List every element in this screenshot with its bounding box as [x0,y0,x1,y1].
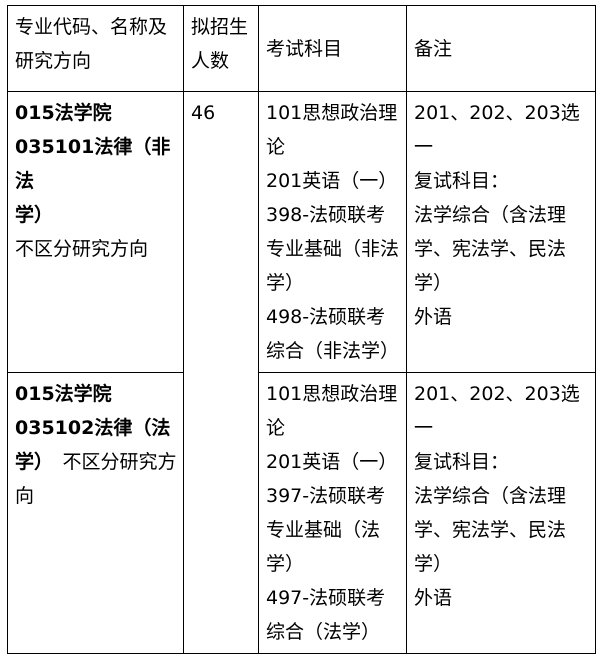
table-row: 015法学院 035101法律（非法 学） 不区分研究方向 46 101思想政治… [7,91,596,654]
cell-remarks-0: 201、202、203选一 复试科目： 法学综合（含法理学、宪法学、民法学） 外… [406,91,596,373]
remark-item: 复试科目： [414,170,510,192]
cell-major-1: 015法学院 035102法律（法 学） 不区分研究方向 [7,372,184,654]
exam-subject-item: 398-法硕联考专业基础（非法学） [266,204,400,294]
major-code-name-tail-0: 学） [15,198,177,232]
exam-subject-item: 101思想政治理论 [266,383,398,439]
remark-item: 外语 [414,587,453,609]
column-header-quota: 拟招生人数 [183,5,259,92]
major-research-direction-0: 不区分研究方向 [15,238,149,260]
major-code-name-1: 035102法律（法 [15,411,177,445]
remark-item: 外语 [414,306,453,328]
exam-subject-item: 397-法硕联考专业基础（法学） [266,485,386,575]
major-code-name-head-1: 035102法律（法 [15,417,171,439]
column-header-exam-subjects: 考试科目 [258,5,407,92]
major-tail-text-1: 学） [15,451,44,473]
remark-item: 法学综合（含法理学、宪法学、民法学） [414,485,567,575]
exam-subject-item: 498-法硕联考综合（非法学） [266,306,400,362]
column-header-major: 专业代码、名称及研究方向 [7,5,184,92]
major-inline-direction-1: 不区分研究方向 [15,451,177,507]
major-code-name-tail-1: 学） 不区分研究方向 [15,445,177,513]
cell-exam-subjects-1: 101思想政治理论 201英语（一） 397-法硕联考专业基础（法学） 497-… [258,372,407,654]
major-code-name-0: 035101法律（非法 [15,130,177,198]
column-header-remarks: 备注 [406,5,596,92]
cell-major-0: 015法学院 035101法律（非法 学） 不区分研究方向 [7,91,184,373]
major-department-1: 015法学院 [15,383,112,405]
remark-item: 201、202、203选一 [414,383,580,439]
table-row: 015法学院 035102法律（法 学） 不区分研究方向 101思想政治理论 2… [7,372,596,654]
exam-subject-item: 201英语（一） [266,451,398,473]
exam-subject-item: 201英语（一） [266,170,398,192]
cell-quota-merged: 46 [183,91,259,654]
document-page: 专业代码、名称及研究方向 拟招生人数 考试科目 备注 015法学院 035101… [7,5,596,654]
cell-remarks-1: 201、202、203选一 复试科目： 法学综合（含法理学、宪法学、民法学） 外… [406,372,596,654]
major-code-name-head-0: 035101法律（非法 [15,136,171,192]
remark-item: 法学综合（含法理学、宪法学、民法学） [414,204,567,294]
cell-exam-subjects-0: 101思想政治理论 201英语（一） 398-法硕联考专业基础（非法学） 498… [258,91,407,373]
table-header-row: 专业代码、名称及研究方向 拟招生人数 考试科目 备注 [7,5,596,92]
exam-subject-item: 101思想政治理论 [266,102,398,158]
major-department-0: 015法学院 [15,102,112,124]
remark-item: 201、202、203选一 [414,102,580,158]
remark-item: 复试科目： [414,451,510,473]
exam-subject-item: 497-法硕联考综合（法学） [266,587,386,643]
admissions-catalog-table: 专业代码、名称及研究方向 拟招生人数 考试科目 备注 015法学院 035101… [7,5,596,654]
major-tail-text-0: 学） [15,204,54,226]
